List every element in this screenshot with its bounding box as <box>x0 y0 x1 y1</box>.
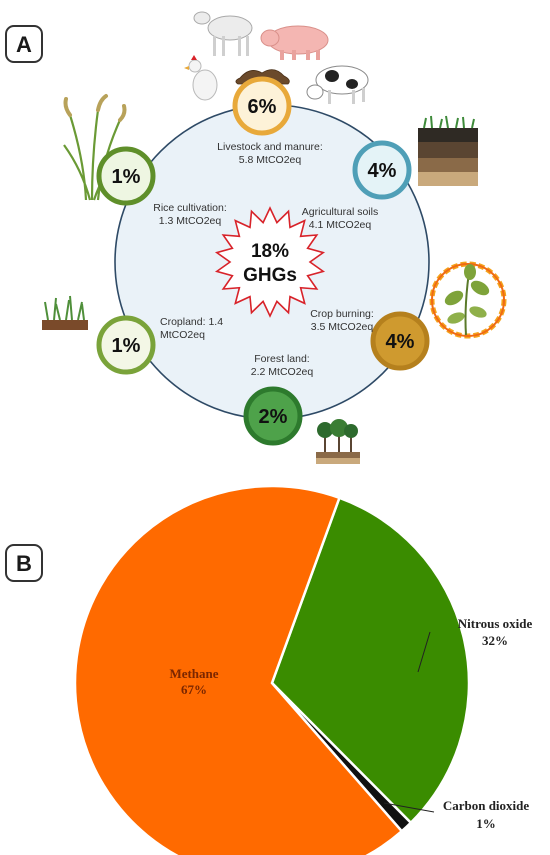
panel-b-label-box <box>5 544 43 582</box>
livestock-caption-line2: 5.8 MtCO2eq <box>239 154 302 166</box>
cropland-icon <box>42 295 88 330</box>
burning-percent: 4% <box>386 331 415 353</box>
panel-b: B Methane 67% Nitrous oxide 32% Carbon d… <box>5 484 533 855</box>
pie-slice-nitrous-oxide <box>270 496 471 825</box>
soils-badge <box>352 140 412 200</box>
burning-caption-line2: 3.5 MtCO2eq <box>311 321 374 333</box>
co2-percent: 1% <box>476 816 496 831</box>
ghg-star-icon <box>214 206 326 318</box>
panel-a: A 18% GHGs <box>5 11 507 464</box>
cropland-caption-line2: MtCO2eq <box>160 329 205 341</box>
rice-caption-line1: Rice cultivation: <box>153 202 227 214</box>
burning-caption-line1: Crop burning: <box>310 308 374 320</box>
rice-percent: 1% <box>112 166 141 188</box>
rice-caption-line2: 1.3 MtCO2eq <box>159 215 222 227</box>
burning-plant-icon <box>429 261 507 339</box>
soils-caption-line1: Agricultural soils <box>302 206 378 218</box>
cropland-badge <box>96 315 156 375</box>
goat-icon <box>193 11 253 56</box>
forest-icon <box>316 419 360 464</box>
co2-leader-line <box>383 802 435 813</box>
rice-badge <box>96 146 156 206</box>
nitrous-label: Nitrous oxide <box>458 616 533 631</box>
nitrous-percent: 32% <box>482 633 508 648</box>
panel-a-label: A <box>16 32 32 57</box>
livestock-badge <box>232 76 292 136</box>
gas-pie-chart <box>73 484 471 855</box>
forest-caption-line2: 2.2 MtCO2eq <box>251 366 314 378</box>
co2-label: Carbon dioxide <box>443 798 530 813</box>
pig-icon <box>260 25 329 60</box>
soil-profile-icon <box>418 115 478 186</box>
nitrous-leader-line <box>417 631 431 673</box>
panel-a-label-box <box>5 25 43 63</box>
methane-percent: 67% <box>181 682 207 697</box>
panel-b-label: B <box>16 551 32 576</box>
soils-percent: 4% <box>368 160 397 182</box>
soils-caption-line2: 4.1 MtCO2eq <box>309 219 372 231</box>
cropland-percent: 1% <box>112 335 141 357</box>
forest-caption-line1: Forest land: <box>254 353 309 365</box>
cow-icon <box>306 65 369 104</box>
livestock-percent: 6% <box>248 96 277 118</box>
ghg-total-percent: 18% <box>251 241 289 262</box>
livestock-caption-line1: Livestock and manure: <box>217 141 323 153</box>
cropland-caption-line1: Cropland: 1.4 <box>160 316 223 328</box>
ghg-total-label: GHGs <box>243 265 297 286</box>
forest-badge <box>243 386 303 446</box>
methane-label: Methane <box>169 666 218 681</box>
burning-badge <box>370 311 430 371</box>
chicken-icon <box>184 55 218 101</box>
livestock-illustration <box>184 11 369 104</box>
forest-percent: 2% <box>259 406 288 428</box>
pie-slice-methane <box>73 484 404 855</box>
